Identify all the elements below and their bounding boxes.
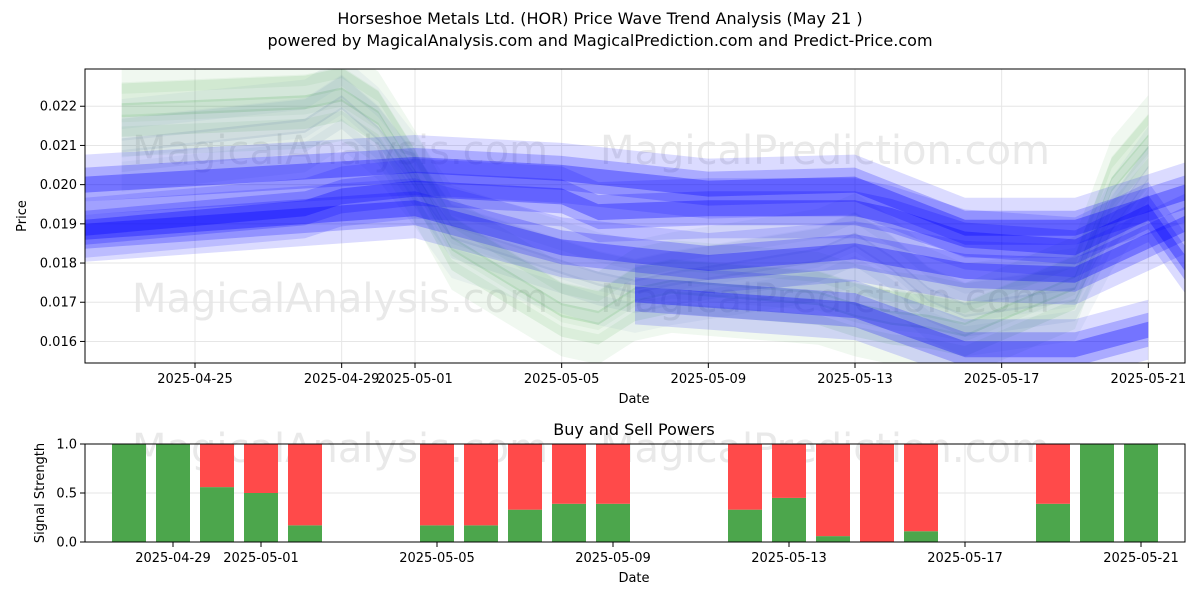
history-wave-band <box>121 99 1149 357</box>
watermark-text: MagicalAnalysis.com <box>132 276 548 322</box>
buy-bar <box>244 493 278 542</box>
forecast-wave-band <box>635 264 1149 363</box>
sell-bar <box>288 444 322 526</box>
y-axis-label: Price <box>15 200 30 232</box>
buy-bar <box>200 487 234 542</box>
chart-title: Horseshoe Metals Ltd. (HOR) Price Wave T… <box>337 9 863 28</box>
x-tick-label: 2025-05-21 <box>1103 551 1179 566</box>
y-tick-label: 0.018 <box>40 257 77 272</box>
sell-bar <box>904 444 938 532</box>
y-tick-label: 0.022 <box>40 100 77 115</box>
history-wave-band <box>121 74 1149 323</box>
buy-bar <box>552 503 586 542</box>
y-tick-label: 1.0 <box>56 438 77 453</box>
sell-bar <box>420 444 454 526</box>
history-wave-band <box>121 107 1149 337</box>
buy-sell-title: Buy and Sell Powers <box>553 420 715 439</box>
sell-bar <box>860 444 894 542</box>
sell-bar <box>596 444 630 504</box>
buy-bar <box>1036 503 1070 542</box>
x-tick-label: 2025-05-01 <box>223 551 299 566</box>
forecast-wave-band <box>85 158 1185 293</box>
buy-bar <box>508 509 542 542</box>
sell-bar <box>508 444 542 510</box>
x-tick-label: 2025-05-05 <box>399 551 475 566</box>
price-grid <box>85 69 1185 363</box>
watermark-text: MagicalPrediction.com <box>600 128 1050 174</box>
x-tick-label: 2025-05-13 <box>751 551 827 566</box>
x-tick-label: 2025-04-25 <box>157 372 233 387</box>
forecast-wave-band <box>85 171 1185 280</box>
history-wave-band <box>121 75 1149 306</box>
buy-bar <box>904 531 938 542</box>
history-wave-band <box>121 69 1149 294</box>
x-axis-label: Date <box>618 392 649 407</box>
history-wave-band <box>121 87 1149 337</box>
x-tick-label: 2025-04-29 <box>135 551 211 566</box>
history-wave-band <box>121 110 1149 363</box>
price-bands <box>85 69 1185 363</box>
y-tick-label: 0.017 <box>40 296 77 311</box>
watermark-text: MagicalPrediction.com <box>600 276 1050 322</box>
x-tick-label: 2025-05-13 <box>817 372 893 387</box>
x-tick-label: 2025-05-09 <box>575 551 651 566</box>
forecast-wave-band <box>85 135 1185 258</box>
y-tick-label: 0.0 <box>56 536 77 551</box>
history-wave-band <box>121 69 1149 342</box>
buy-bar <box>464 525 498 542</box>
buy-bar <box>112 444 146 542</box>
buy-bar <box>728 509 762 542</box>
x-axis-label-2: Date <box>618 571 649 586</box>
sell-bar <box>1036 444 1070 504</box>
sell-bar <box>772 444 806 498</box>
watermark-group: MagicalAnalysis.com MagicalPrediction.co… <box>132 128 1050 322</box>
buy-bar <box>288 525 322 542</box>
history-wave-band <box>121 69 1149 325</box>
watermark-text: MagicalAnalysis.com <box>132 128 548 174</box>
forecast-wave-band <box>85 200 1185 283</box>
signal-axis-ticks: 2025-04-29 2025-05-01 2025-05-05 2025-05-09… <box>56 438 1178 567</box>
forecast-wave-band <box>85 157 1185 236</box>
history-wave-band <box>121 118 1149 357</box>
sell-bar <box>728 444 762 510</box>
x-tick-label: 2025-05-05 <box>524 372 600 387</box>
buy-bar <box>1080 444 1114 542</box>
sell-bar <box>816 444 850 537</box>
y-tick-label: 0.019 <box>40 217 77 232</box>
forecast-wave-band <box>635 277 1149 363</box>
buy-bar <box>1124 444 1158 542</box>
forecast-wave-band <box>85 191 1185 292</box>
buy-bar <box>816 536 850 542</box>
x-tick-label: 2025-04-29 <box>304 372 380 387</box>
x-tick-label: 2025-05-21 <box>1111 372 1187 387</box>
y-tick-label: 0.5 <box>56 487 77 502</box>
sell-bar <box>552 444 586 504</box>
price-plot-frame <box>84 68 1186 364</box>
x-tick-label: 2025-05-09 <box>671 372 747 387</box>
forecast-wave-band <box>85 178 1185 305</box>
y-tick-label: 0.016 <box>40 335 77 350</box>
history-wave-band <box>121 69 1149 314</box>
sell-bar <box>200 444 234 488</box>
buy-bar <box>596 503 630 542</box>
sell-bar <box>244 444 278 493</box>
sell-bar <box>464 444 498 526</box>
history-wave-band <box>121 95 1149 318</box>
x-tick-label: 2025-05-17 <box>927 551 1003 566</box>
buy-bar <box>156 444 190 542</box>
buy-bar <box>772 497 806 542</box>
x-tick-label: 2025-05-01 <box>377 372 453 387</box>
forecast-wave-band <box>85 148 1185 245</box>
forecast-wave-band <box>635 286 1149 358</box>
signal-bars <box>112 444 1158 542</box>
y-tick-label: 0.021 <box>40 139 77 154</box>
y-axis-label-2: Signal Strength <box>33 443 48 543</box>
buy-bar <box>420 525 454 542</box>
x-tick-label: 2025-05-17 <box>964 372 1040 387</box>
y-tick-label: 0.020 <box>40 178 77 193</box>
chart-subtitle: powered by MagicalAnalysis.com and Magic… <box>267 31 933 50</box>
